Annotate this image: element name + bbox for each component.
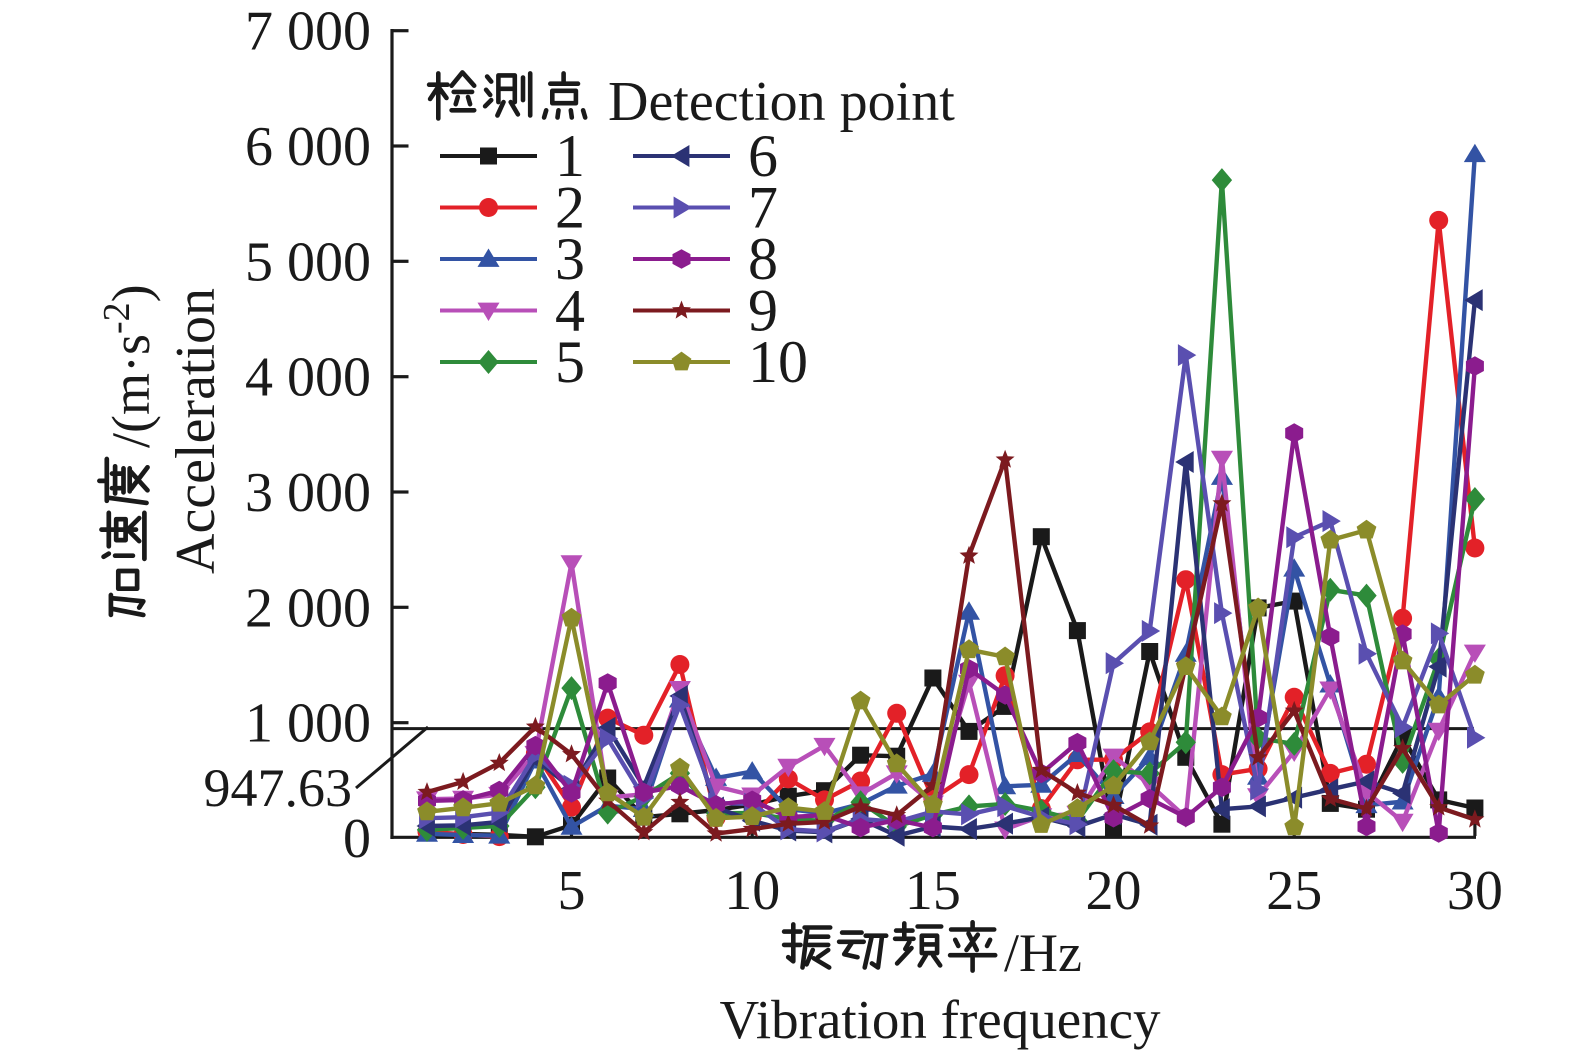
svg-text:2 000: 2 000 [245, 577, 371, 639]
svg-text:3: 3 [555, 226, 585, 292]
svg-text:4: 4 [555, 278, 585, 344]
svg-text:/Hz: /Hz [1004, 923, 1082, 983]
svg-text:25: 25 [1266, 860, 1322, 922]
svg-text:6: 6 [748, 123, 778, 189]
svg-text:Acceleration: Acceleration [165, 288, 227, 574]
svg-text:10: 10 [724, 860, 780, 922]
svg-text:5: 5 [555, 329, 585, 395]
svg-text:947.63: 947.63 [204, 758, 353, 818]
svg-text:9: 9 [748, 278, 778, 344]
svg-text:5 000: 5 000 [245, 231, 371, 293]
svg-text:8: 8 [748, 226, 778, 292]
svg-text:3 000: 3 000 [245, 462, 371, 524]
svg-text:10: 10 [748, 329, 808, 395]
svg-text:15: 15 [905, 860, 961, 922]
svg-text:0: 0 [343, 808, 371, 870]
svg-text:7: 7 [748, 175, 778, 241]
svg-text:Detection point: Detection point [608, 71, 955, 133]
svg-text:30: 30 [1447, 860, 1503, 922]
svg-text:4 000: 4 000 [245, 347, 371, 409]
svg-text:7 000: 7 000 [245, 1, 371, 63]
svg-text:6 000: 6 000 [245, 116, 371, 178]
svg-text:2: 2 [555, 175, 585, 241]
svg-text:1: 1 [555, 123, 585, 189]
svg-text:5: 5 [558, 860, 586, 922]
svg-text:20: 20 [1086, 860, 1142, 922]
svg-text:Vibration frequency: Vibration frequency [719, 989, 1161, 1050]
svg-text:1 000: 1 000 [245, 693, 371, 755]
